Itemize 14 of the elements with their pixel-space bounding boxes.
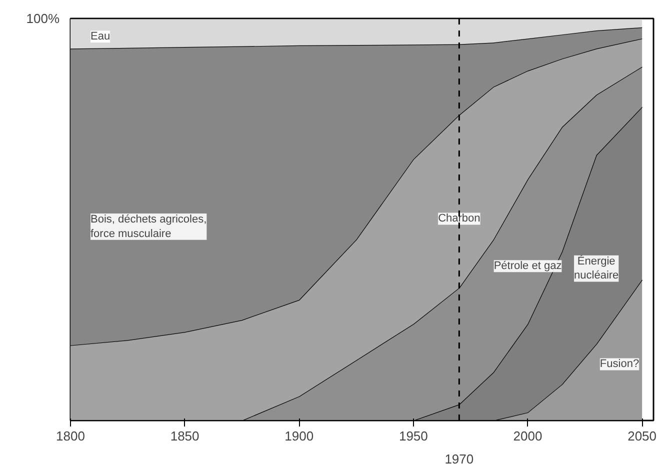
text: 100% [26, 11, 60, 26]
series-label: Pétrole et gaz [494, 260, 562, 272]
x-tick-label: 1950 [398, 428, 428, 444]
series-label: Eau [90, 30, 110, 43]
ref-line-label: 1970 [444, 452, 474, 466]
x-tick-label: 2000 [513, 428, 542, 444]
x-tick-label: 1900 [284, 428, 314, 444]
series-label: Bois, déchets agricoles, force musculaire [90, 213, 207, 240]
series-label: Charbon [438, 212, 480, 225]
x-tick-label: 1850 [170, 428, 200, 444]
x-tick-label: 2050 [628, 428, 657, 444]
series-label: Énergie nucléaire [574, 254, 619, 282]
x-tick-label: 1800 [56, 428, 85, 444]
series-label: Fusion? [600, 358, 640, 370]
